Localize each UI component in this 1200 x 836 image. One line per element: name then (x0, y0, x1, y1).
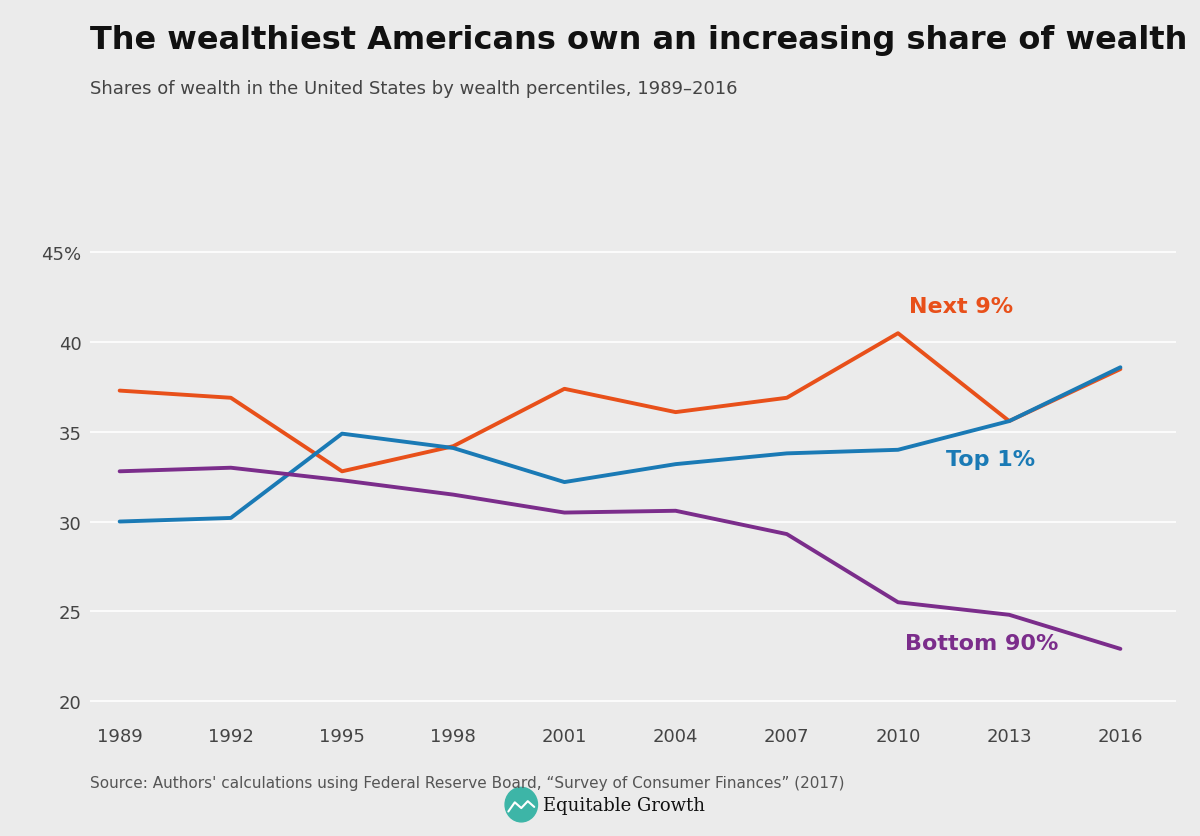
Text: Equitable Growth: Equitable Growth (542, 796, 704, 813)
Text: Shares of wealth in the United States by wealth percentiles, 1989–2016: Shares of wealth in the United States by… (90, 79, 738, 98)
Text: Bottom 90%: Bottom 90% (906, 634, 1058, 654)
Text: The wealthiest Americans own an increasing share of wealth: The wealthiest Americans own an increasi… (90, 25, 1187, 56)
Text: Source: Authors' calculations using Federal Reserve Board, “Survey of Consumer F: Source: Authors' calculations using Fede… (90, 775, 845, 790)
Circle shape (505, 788, 538, 822)
Text: Top 1%: Top 1% (946, 449, 1036, 469)
Text: Next 9%: Next 9% (910, 297, 1013, 317)
